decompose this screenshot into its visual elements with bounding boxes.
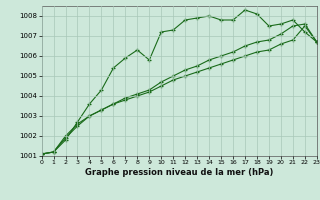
X-axis label: Graphe pression niveau de la mer (hPa): Graphe pression niveau de la mer (hPa) <box>85 168 273 177</box>
